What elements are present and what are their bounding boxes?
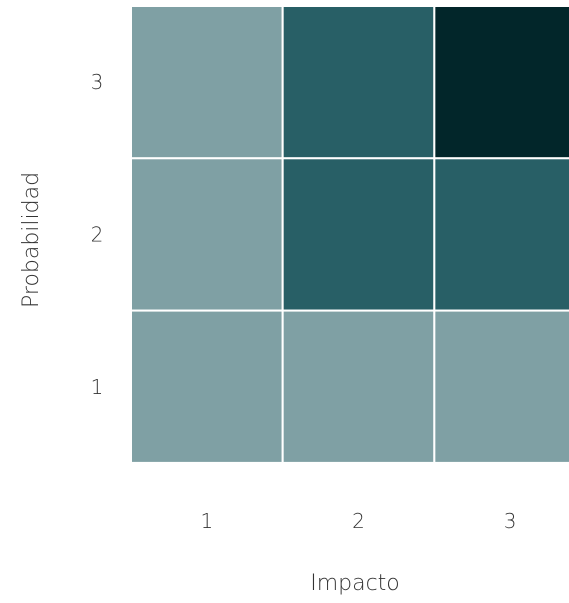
x-tick-label-1: 1	[200, 509, 213, 533]
heatmap-cells	[130, 5, 569, 464]
y-tick-label-2: 2	[91, 222, 104, 246]
heatmap-cell-impacto-2-probabilidad-2	[281, 157, 436, 312]
heatmap-cell-impacto-2-probabilidad-3	[281, 5, 436, 160]
y-tick-label-3: 3	[91, 70, 104, 94]
heatmap-cell-impacto-3-probabilidad-3	[433, 5, 569, 160]
y-tick-labels: 1 2 3	[91, 70, 104, 399]
y-axis-label: Probabilidad	[19, 172, 44, 308]
heatmap-cell-impacto-1-probabilidad-1	[130, 309, 284, 464]
x-axis-label: Impacto	[310, 571, 400, 596]
heatmap-cell-impacto-3-probabilidad-1	[433, 309, 569, 464]
heatmap-cell-impacto-3-probabilidad-2	[433, 157, 569, 312]
heatmap-cell-impacto-1-probabilidad-2	[130, 157, 284, 312]
x-tick-labels: 1 2 3	[200, 509, 516, 533]
y-tick-label-1: 1	[91, 375, 104, 399]
x-tick-label-2: 2	[352, 509, 365, 533]
x-tick-label-3: 3	[504, 509, 517, 533]
heatmap-cell-impacto-1-probabilidad-3	[130, 5, 284, 160]
heatmap-cell-impacto-2-probabilidad-1	[281, 309, 436, 464]
